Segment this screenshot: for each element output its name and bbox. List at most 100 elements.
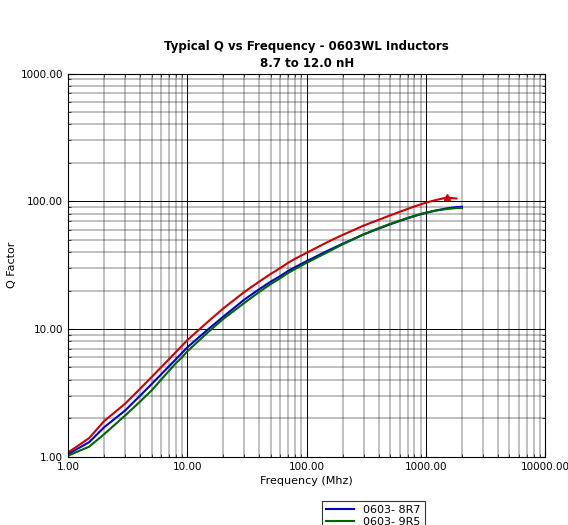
- 0603- 120: [165, 356, 172, 362]
- 0603- 120: [65, 449, 72, 456]
- 0603- 9R5: [148, 387, 155, 394]
- 0603- 8R7: [375, 226, 382, 232]
- Line: 0603- 120: 0603- 120: [68, 197, 457, 453]
- 0603- 120: [292, 256, 299, 262]
- 0603- 9R5: [268, 281, 274, 287]
- 0603- 8R7: [173, 356, 179, 362]
- 0603- 120: [241, 289, 248, 295]
- 0603- 9R5: [387, 220, 394, 227]
- 0603- 9R5: [86, 444, 93, 450]
- 0603- 120: [101, 418, 107, 424]
- Legend: 0603- 8R7, 0603- 9R5, 0603- 120: 0603- 8R7, 0603- 9R5, 0603- 120: [322, 501, 425, 525]
- 0603- 120: [339, 232, 346, 238]
- 0603- 9R5: [292, 266, 299, 272]
- 0603- 9R5: [411, 213, 418, 219]
- 0603- 120: [184, 337, 191, 343]
- 0603- 9R5: [453, 205, 460, 211]
- 0603- 8R7: [417, 211, 424, 217]
- 0603- 8R7: [101, 424, 107, 430]
- Line: 0603- 8R7: 0603- 8R7: [68, 207, 462, 454]
- 0603- 8R7: [184, 344, 191, 350]
- 0603- 8R7: [241, 297, 248, 303]
- 0603- 9R5: [404, 215, 411, 221]
- 0603- 8R7: [453, 204, 460, 210]
- 0603- 8R7: [256, 286, 262, 292]
- 0603- 9R5: [205, 329, 212, 335]
- Y-axis label: Q Factor: Q Factor: [7, 242, 16, 288]
- 0603- 8R7: [220, 313, 227, 320]
- 0603- 9R5: [444, 206, 450, 212]
- 0603- 9R5: [165, 368, 172, 374]
- 0603- 120: [148, 374, 155, 380]
- 0603- 8R7: [285, 268, 291, 274]
- 0603- 120: [411, 203, 418, 209]
- 0603- 8R7: [136, 393, 143, 399]
- 0603- 8R7: [178, 350, 185, 356]
- 0603- 9R5: [256, 289, 262, 295]
- 0603- 8R7: [148, 381, 155, 387]
- 0603- 9R5: [101, 431, 107, 437]
- 0603- 8R7: [157, 371, 164, 377]
- 0603- 8R7: [292, 264, 299, 270]
- 0603- 9R5: [173, 360, 179, 366]
- 0603- 120: [360, 223, 367, 229]
- Title: Typical Q vs Frequency - 0603WL Inductors
8.7 to 12.0 nH: Typical Q vs Frequency - 0603WL Inductor…: [164, 39, 449, 69]
- 0603- 9R5: [241, 300, 248, 306]
- 0603- 8R7: [277, 273, 283, 279]
- 0603- 9R5: [417, 211, 424, 217]
- 0603- 8R7: [360, 232, 367, 238]
- 0603- 120: [268, 271, 274, 277]
- 0603- 9R5: [432, 207, 439, 214]
- X-axis label: Frequency (Mhz): Frequency (Mhz): [260, 476, 353, 486]
- 0603- 9R5: [157, 376, 164, 383]
- 0603- 120: [178, 342, 185, 349]
- 0603- 120: [220, 305, 227, 311]
- 0603- 120: [173, 349, 179, 355]
- 0603- 9R5: [220, 316, 227, 322]
- 0603- 9R5: [122, 413, 128, 419]
- 0603- 8R7: [165, 363, 172, 370]
- 0603- 9R5: [458, 205, 465, 211]
- Line: 0603- 9R5: 0603- 9R5: [68, 208, 462, 456]
- 0603- 120: [417, 201, 424, 207]
- 0603- 120: [444, 194, 450, 201]
- 0603- 9R5: [396, 217, 403, 224]
- 0603- 120: [205, 318, 212, 324]
- 0603- 8R7: [423, 210, 429, 216]
- 0603- 9R5: [339, 241, 346, 247]
- 0603- 9R5: [184, 348, 191, 354]
- 0603- 120: [157, 364, 164, 371]
- 0603- 8R7: [303, 258, 310, 264]
- 0603- 120: [387, 212, 394, 218]
- 0603- 8R7: [387, 221, 394, 227]
- 0603- 120: [285, 259, 291, 266]
- 0603- 120: [453, 195, 460, 202]
- 0603- 9R5: [303, 259, 310, 266]
- 0603- 8R7: [205, 326, 212, 332]
- 0603- 8R7: [65, 451, 72, 457]
- 0603- 120: [256, 278, 262, 285]
- 0603- 9R5: [285, 270, 291, 276]
- 0603- 9R5: [178, 354, 185, 361]
- 0603- 8R7: [432, 207, 439, 214]
- 0603- 8R7: [396, 218, 403, 224]
- 0603- 8R7: [411, 213, 418, 219]
- 0603- 9R5: [423, 209, 429, 216]
- 0603- 8R7: [324, 248, 331, 254]
- 0603- 120: [136, 386, 143, 392]
- 0603- 120: [423, 200, 429, 206]
- 0603- 120: [86, 435, 93, 441]
- 0603- 120: [122, 401, 128, 407]
- 0603- 8R7: [268, 278, 274, 285]
- 0603- 120: [324, 239, 331, 245]
- 0603- 8R7: [404, 215, 411, 222]
- 0603- 120: [277, 265, 283, 271]
- 0603- 9R5: [136, 398, 143, 405]
- 0603- 120: [375, 217, 382, 223]
- 0603- 9R5: [65, 453, 72, 459]
- 0603- 9R5: [324, 249, 331, 255]
- 0603- 120: [396, 209, 403, 215]
- 0603- 9R5: [360, 232, 367, 238]
- 0603- 120: [432, 197, 439, 203]
- 0603- 9R5: [277, 275, 283, 281]
